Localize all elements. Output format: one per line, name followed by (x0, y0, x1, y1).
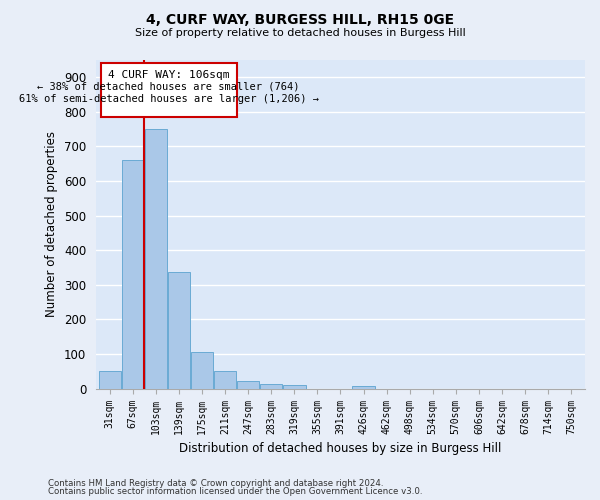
Text: 4, CURF WAY, BURGESS HILL, RH15 0GE: 4, CURF WAY, BURGESS HILL, RH15 0GE (146, 12, 454, 26)
Bar (260, 384, 283, 388)
Text: Contains public sector information licensed under the Open Government Licence v3: Contains public sector information licen… (48, 487, 422, 496)
Bar (283, 385, 305, 388)
Bar (237, 380, 259, 388)
Y-axis label: Number of detached properties: Number of detached properties (46, 132, 58, 318)
Text: ← 38% of detached houses are smaller (764): ← 38% of detached houses are smaller (76… (37, 82, 300, 92)
Bar (101, 64, 236, 117)
Bar (191, 352, 213, 389)
Bar (168, 272, 190, 388)
X-axis label: Distribution of detached houses by size in Burgess Hill: Distribution of detached houses by size … (179, 442, 502, 455)
Bar (145, 129, 167, 388)
Bar (214, 372, 236, 388)
Bar (122, 160, 144, 388)
Bar (352, 386, 375, 388)
Text: Size of property relative to detached houses in Burgess Hill: Size of property relative to detached ho… (134, 28, 466, 38)
Text: 61% of semi-detached houses are larger (1,206) →: 61% of semi-detached houses are larger (… (19, 94, 319, 104)
Text: 4 CURF WAY: 106sqm: 4 CURF WAY: 106sqm (108, 70, 229, 80)
Text: Contains HM Land Registry data © Crown copyright and database right 2024.: Contains HM Land Registry data © Crown c… (48, 478, 383, 488)
Bar (98, 372, 121, 388)
